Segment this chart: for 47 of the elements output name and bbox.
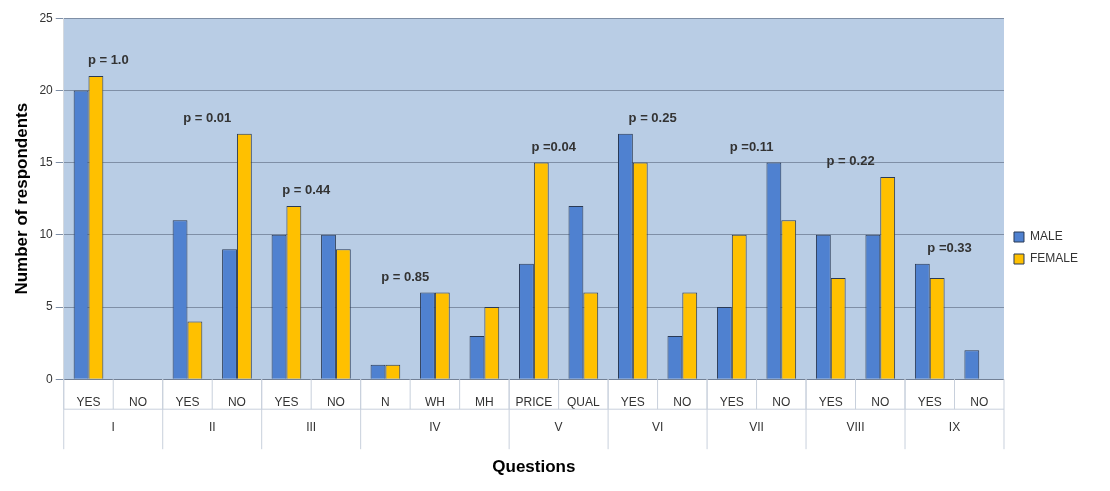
x-tick-label: PRICE [515,394,553,409]
annotation: p = 0.01 [183,109,232,125]
annotation: p = 1.0 [87,51,129,67]
x-tick-label: WH [424,394,445,409]
text: II [208,419,216,434]
x-tick-label: NO [871,394,890,409]
annotation: p =0.33 [927,239,972,255]
text: IX [948,419,961,434]
annotation: p = 0.22 [826,153,875,169]
x-axis-title: Questions [492,457,576,477]
y-axis-title: Number of respondents [11,102,31,295]
text: I [111,419,115,434]
x-tick-label: YES [719,394,744,409]
x-tick-label: NO [970,394,989,409]
x-tick-label: N [381,394,390,409]
x-tick-label: NO [128,394,147,409]
x-tick-label: NO [772,394,791,409]
text: VIII [846,419,865,434]
x-tick-label: NO [227,394,246,409]
text: VI [651,419,664,434]
annotation: p = 0.85 [381,268,430,284]
legend-label: MALE [1029,229,1063,244]
text: VII [749,419,764,434]
text: III [306,419,317,434]
y-tick-label: 0 [46,371,54,386]
x-tick-label: YES [175,394,200,409]
legend-label: FEMALE [1029,251,1078,266]
x-tick-label: QUAL [567,394,601,409]
y-tick-label: 20 [39,82,54,97]
x-tick-label: YES [76,394,101,409]
x-tick-label: YES [620,394,645,409]
y-tick-label: 25 [39,10,54,25]
annotation: p =0.04 [531,138,577,154]
text: V [554,419,563,434]
x-tick-label: YES [917,394,942,409]
x-tick-label: MH [475,394,494,409]
x-tick-label: NO [326,394,345,409]
annotation: p = 0.44 [282,181,332,197]
y-tick-label: 10 [39,227,54,242]
x-tick-label: NO [673,394,692,409]
annotation: p =0.11 [729,138,774,154]
y-tick-label: 15 [39,154,54,169]
y-tick-label: 5 [46,299,54,314]
text: IV [429,419,441,434]
x-tick-label: YES [274,394,299,409]
annotation: p = 0.25 [628,109,677,125]
x-tick-label: YES [818,394,843,409]
